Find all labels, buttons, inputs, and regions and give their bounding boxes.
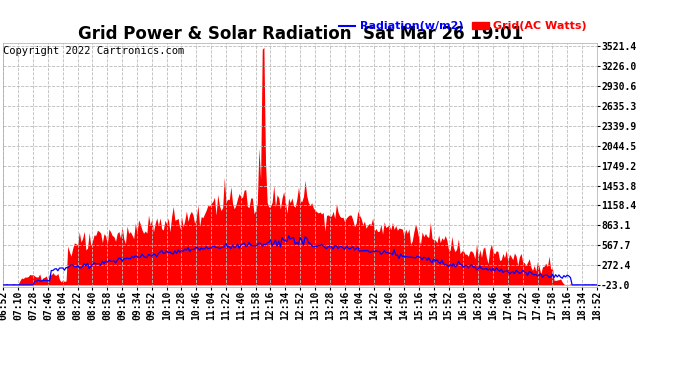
Legend: Radiation(w/m2), Grid(AC Watts): Radiation(w/m2), Grid(AC Watts)	[334, 17, 591, 36]
Title: Grid Power & Solar Radiation  Sat Mar 26 19:01: Grid Power & Solar Radiation Sat Mar 26 …	[77, 25, 523, 43]
Text: Copyright 2022 Cartronics.com: Copyright 2022 Cartronics.com	[3, 46, 185, 56]
